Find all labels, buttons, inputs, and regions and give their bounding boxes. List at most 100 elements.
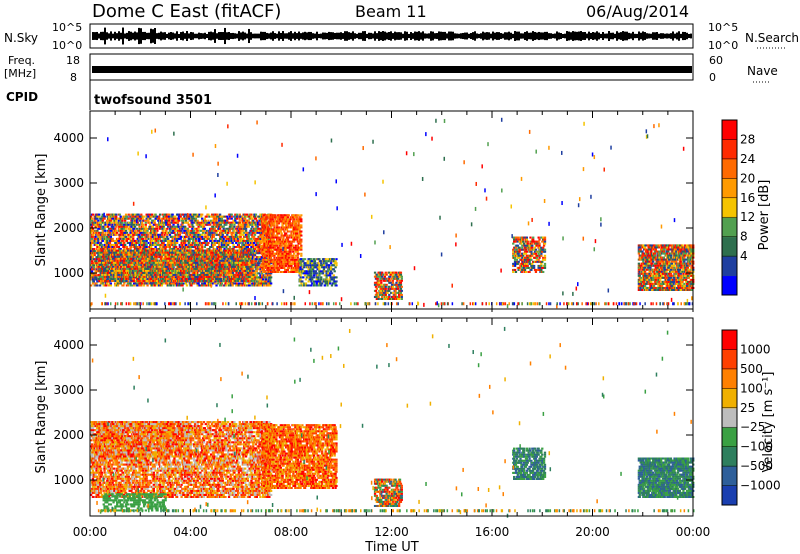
echo-cell [208, 233, 211, 236]
nsky-sample [598, 32, 600, 40]
echo-cell [250, 246, 253, 249]
echo-cell [149, 223, 152, 226]
nsky-sample [340, 32, 342, 40]
echo-cell [107, 279, 110, 282]
echo-cell [145, 213, 148, 216]
echo-cell [155, 215, 158, 218]
echo-cell [139, 266, 142, 269]
echo-cell [200, 229, 203, 232]
nsky-sample [224, 27, 226, 45]
echo-cell [250, 248, 253, 251]
echo-cell [175, 225, 178, 228]
echo-cell [146, 259, 150, 262]
echo-cell [220, 246, 224, 249]
echo-cell [141, 241, 144, 244]
nsky-sample [644, 32, 646, 40]
echo-cell [101, 263, 104, 266]
echo-cell [205, 215, 208, 218]
echo-cell [257, 260, 260, 263]
nsky-sample [434, 33, 436, 39]
echo-cell [115, 239, 118, 242]
echo-cell [252, 250, 256, 253]
echo-cell [148, 213, 151, 216]
echo-cell [149, 217, 152, 220]
echo-cell [211, 225, 215, 228]
nsky-sample [636, 33, 638, 39]
echo-cell [124, 231, 127, 234]
nsky-sample [616, 31, 618, 41]
echo-cell [132, 227, 136, 230]
echo-cell [132, 241, 136, 244]
echo-cell [214, 225, 217, 228]
echo-cell [206, 282, 209, 285]
nsky-sample [336, 32, 338, 40]
echo-cell [91, 233, 95, 236]
echo-cell [138, 243, 141, 246]
echo-cell [179, 215, 182, 218]
echo-cell [174, 235, 177, 238]
nsky-sample [280, 32, 282, 40]
echo-cell [128, 263, 132, 266]
nsky-sample [614, 33, 616, 39]
echo-cell [202, 237, 206, 240]
echo-cell [245, 213, 249, 216]
nsky-sample [640, 32, 642, 40]
nsky-sample [206, 33, 208, 39]
echo-cell [119, 279, 122, 282]
nsky-sample [178, 33, 180, 39]
echo-cell [194, 215, 198, 218]
echo-cell [217, 223, 220, 226]
echo-cell [111, 217, 114, 220]
nsky-sample [628, 32, 630, 40]
nsky-sample [584, 31, 586, 41]
echo-cell [240, 229, 243, 232]
echo-cell [128, 259, 132, 262]
nsky-sample [318, 33, 320, 39]
nsky-sample [656, 32, 658, 40]
echo-cell [205, 284, 208, 287]
echo-cell [118, 269, 121, 272]
echo-cell [239, 252, 242, 255]
nsky-sample [114, 31, 116, 41]
echo-cell [204, 219, 207, 222]
echo-cell [235, 213, 239, 216]
echo-cell [92, 252, 95, 255]
echo-cell [255, 227, 258, 230]
nsky-sample [518, 31, 520, 41]
echo-cell [191, 221, 194, 224]
nsky-tick-top: 10^5 [52, 21, 82, 34]
echo-cell [153, 221, 156, 224]
echo-cell [184, 233, 188, 236]
echo-cell [104, 241, 107, 244]
echo-cell [162, 215, 165, 218]
nsky-sample [516, 31, 518, 41]
nsky-sample [502, 33, 504, 39]
nsky-sample [390, 31, 392, 41]
echo-cell [210, 227, 213, 230]
echo-cell [132, 231, 135, 234]
echo-cell [105, 248, 108, 251]
echo-cell [190, 237, 193, 240]
echo-cell [146, 277, 150, 280]
echo-cell [240, 239, 243, 242]
echo-cell [93, 241, 96, 244]
echo-cell [114, 259, 117, 262]
echo-cell [137, 265, 141, 268]
echo-cell [90, 246, 93, 249]
echo-cell [239, 250, 242, 253]
nsky-sample [228, 31, 230, 41]
echo-cell [210, 260, 214, 263]
echo-cell [167, 284, 171, 287]
echo-cell [227, 243, 230, 246]
echo-cell [240, 233, 243, 236]
nsky-sample [490, 33, 492, 39]
echo-cell [218, 243, 221, 246]
nsky-sample [686, 32, 688, 40]
echo-cell [166, 235, 169, 238]
nsky-sample [510, 32, 512, 40]
echo-cell [175, 229, 178, 232]
nsky-sample [666, 33, 668, 39]
echo-cell [153, 243, 156, 246]
echo-cell [269, 278, 272, 281]
echo-cell [247, 282, 250, 285]
